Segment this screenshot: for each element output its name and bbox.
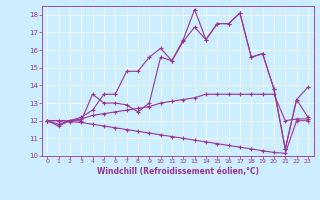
- X-axis label: Windchill (Refroidissement éolien,°C): Windchill (Refroidissement éolien,°C): [97, 167, 259, 176]
